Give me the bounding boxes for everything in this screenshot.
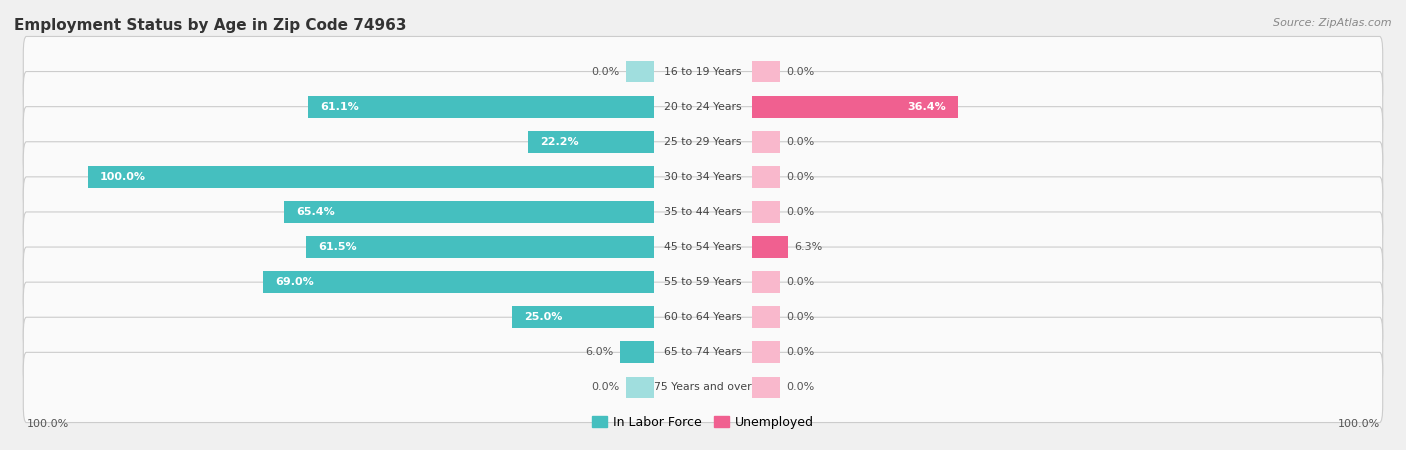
Text: Employment Status by Age in Zip Code 74963: Employment Status by Age in Zip Code 749… [14,18,406,33]
Bar [752,131,780,153]
Text: 25.0%: 25.0% [524,312,562,322]
Bar [752,96,959,117]
Text: 25 to 29 Years: 25 to 29 Years [664,137,742,147]
Text: 0.0%: 0.0% [786,137,814,147]
Text: 60 to 64 Years: 60 to 64 Years [664,312,742,322]
Text: 0.0%: 0.0% [592,382,620,392]
FancyBboxPatch shape [24,317,1382,387]
Text: 0.0%: 0.0% [786,347,814,357]
Bar [752,271,780,293]
FancyBboxPatch shape [24,72,1382,142]
Bar [529,131,654,153]
Text: 0.0%: 0.0% [786,67,814,76]
FancyBboxPatch shape [24,282,1382,352]
Text: 61.1%: 61.1% [321,102,359,112]
Text: 0.0%: 0.0% [786,312,814,322]
Bar [512,306,654,328]
Text: 6.0%: 6.0% [585,347,613,357]
Bar [620,342,654,363]
Text: 100.0%: 100.0% [1337,419,1379,429]
Text: 75 Years and over: 75 Years and over [654,382,752,392]
Text: 30 to 34 Years: 30 to 34 Years [664,172,742,182]
Bar [284,201,654,223]
Bar [87,166,654,188]
Text: 0.0%: 0.0% [592,67,620,76]
Text: 69.0%: 69.0% [276,277,315,287]
Bar [752,377,780,398]
Text: 65.4%: 65.4% [297,207,335,217]
Text: 100.0%: 100.0% [27,419,69,429]
Text: 0.0%: 0.0% [786,382,814,392]
FancyBboxPatch shape [24,352,1382,423]
FancyBboxPatch shape [24,107,1382,177]
Bar [263,271,654,293]
Bar [752,306,780,328]
Legend: In Labor Force, Unemployed: In Labor Force, Unemployed [586,411,820,434]
Text: Source: ZipAtlas.com: Source: ZipAtlas.com [1274,18,1392,28]
Text: 35 to 44 Years: 35 to 44 Years [664,207,742,217]
Text: 61.5%: 61.5% [318,242,357,252]
Bar [626,61,654,82]
FancyBboxPatch shape [24,142,1382,212]
FancyBboxPatch shape [24,177,1382,247]
FancyBboxPatch shape [24,36,1382,107]
Text: 65 to 74 Years: 65 to 74 Years [664,347,742,357]
Bar [752,342,780,363]
Text: 36.4%: 36.4% [907,102,946,112]
FancyBboxPatch shape [24,247,1382,317]
Text: 45 to 54 Years: 45 to 54 Years [664,242,742,252]
Text: 16 to 19 Years: 16 to 19 Years [664,67,742,76]
Bar [752,236,787,258]
Text: 6.3%: 6.3% [794,242,823,252]
Bar [752,166,780,188]
Text: 0.0%: 0.0% [786,172,814,182]
FancyBboxPatch shape [24,212,1382,282]
Text: 22.2%: 22.2% [540,137,579,147]
Bar [752,61,780,82]
Text: 0.0%: 0.0% [786,207,814,217]
Bar [752,201,780,223]
Text: 100.0%: 100.0% [100,172,146,182]
Bar [626,377,654,398]
Text: 0.0%: 0.0% [786,277,814,287]
Bar [308,96,654,117]
Text: 20 to 24 Years: 20 to 24 Years [664,102,742,112]
Text: 55 to 59 Years: 55 to 59 Years [664,277,742,287]
Bar [305,236,654,258]
